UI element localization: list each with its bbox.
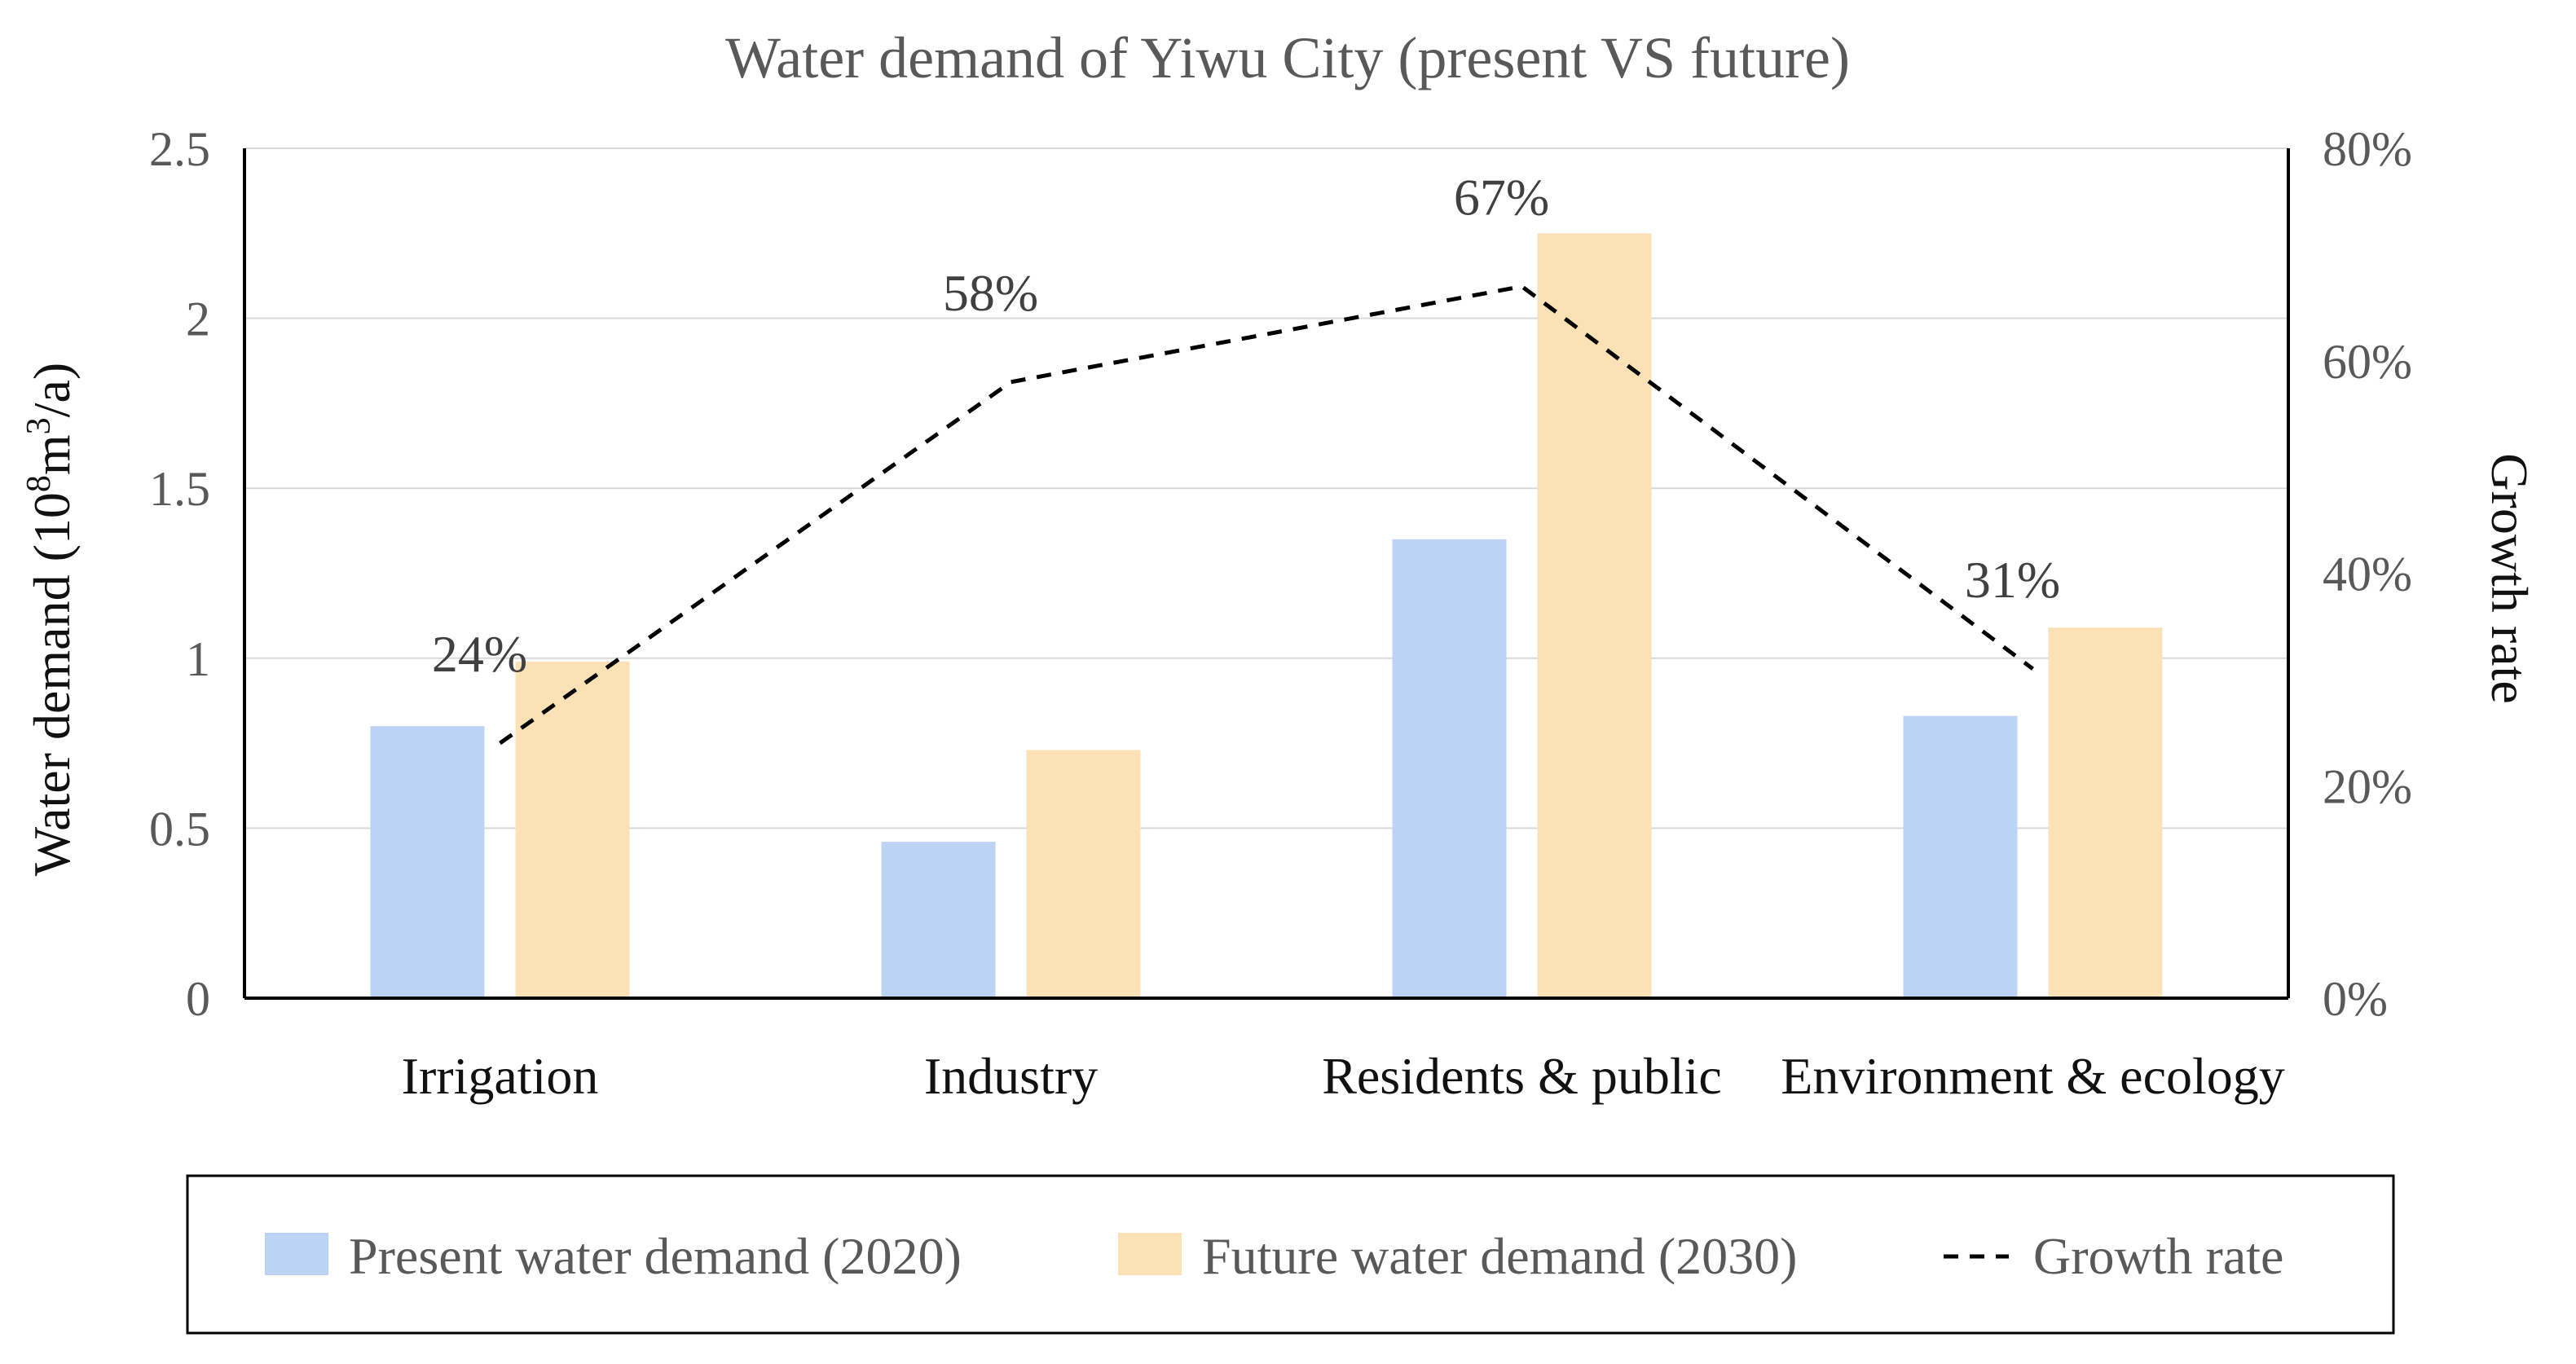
category-label: Environment & ecology [1781, 1047, 2285, 1105]
y2-tick-label: 0% [2323, 972, 2388, 1026]
growth-rate-label: 31% [1965, 551, 2060, 609]
y-tick-label: 1.5 [149, 462, 210, 516]
bar-present [881, 842, 996, 998]
y2-tick-label: 20% [2323, 759, 2412, 813]
chart-title: Water demand of Yiwu City (present VS fu… [725, 25, 1850, 90]
y-tick-label: 2 [186, 293, 210, 346]
category-label: Industry [924, 1047, 1098, 1105]
legend-swatch-present [265, 1233, 328, 1275]
bar-future [1537, 233, 1652, 998]
growth-line: 24% 58% 67% 31% [432, 168, 2060, 746]
growth-rate-label: 67% [1454, 168, 1549, 226]
legend-label-growth: Growth rate [2033, 1227, 2283, 1285]
growth-rate-line [499, 284, 2034, 746]
legend-swatch-future [1118, 1233, 1182, 1275]
growth-rate-label: 58% [943, 264, 1038, 322]
category-label: Irrigation [402, 1047, 599, 1105]
y-axis-title: Water demand (108m3/a) [20, 363, 81, 876]
legend: Present water demand (2020) Future water… [186, 1174, 2395, 1335]
bar-future [2048, 627, 2163, 998]
secondary-y-axis-title: Growth rate [2481, 453, 2539, 703]
legend-label-present: Present water demand (2020) [349, 1227, 962, 1285]
growth-rate-label: 24% [432, 625, 527, 683]
legend-box [186, 1174, 2395, 1335]
y2-tick-label: 80% [2323, 122, 2412, 176]
axes [243, 148, 2290, 1000]
bar-future [1026, 750, 1141, 998]
legend-label-future: Future water demand (2030) [1202, 1227, 1797, 1285]
y-tick-label: 0.5 [149, 802, 210, 856]
y-tick-label: 1 [186, 632, 210, 686]
y-tick-label: 0 [186, 972, 210, 1026]
y2-tick-label: 60% [2323, 335, 2412, 389]
bar-future [515, 661, 630, 998]
bar-present [1392, 539, 1507, 998]
y2-tick-label: 40% [2323, 548, 2412, 601]
bars [370, 233, 2163, 998]
bar-present [1903, 715, 2018, 998]
category-labels: Irrigation Industry Residents & public Envi… [402, 1047, 2285, 1105]
y-tick-label: 2.5 [149, 122, 210, 176]
bar-present [370, 726, 485, 998]
category-label: Residents & public [1322, 1047, 1722, 1105]
tick-labels: 0 0.5 1 1.5 2 2.5 0% 20% 40% 60% 80% [149, 122, 2412, 1026]
